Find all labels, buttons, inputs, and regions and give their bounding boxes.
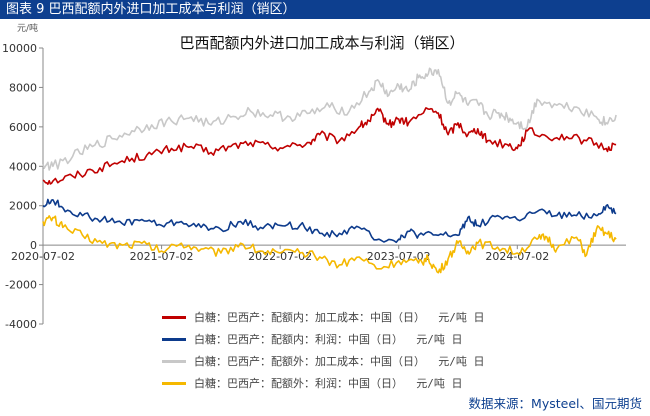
series-line-0 bbox=[42, 107, 617, 185]
y-axis-unit-label: 元/吨 bbox=[17, 22, 38, 34]
legend-item-quota-out-cost: 白糖：巴西产：配额外：加工成本：中国（日） 元/吨 日 bbox=[162, 350, 582, 372]
x-tick-label: 2024-07-02 bbox=[485, 250, 549, 263]
series-line-3 bbox=[42, 215, 617, 274]
figure-caption-bar: 图表 9 巴西配额内外进口加工成本与利润（销区） bbox=[0, 0, 650, 19]
legend-item-quota-in-cost: 白糖：巴西产：配额内：加工成本：中国（日） 元/吨 日 bbox=[162, 306, 582, 328]
chart-title: 巴西配额内外进口加工成本与利润（销区） bbox=[179, 34, 464, 52]
legend-swatch bbox=[162, 337, 186, 341]
series-line-1 bbox=[42, 198, 617, 244]
y-tick-label: 2000 bbox=[9, 200, 37, 213]
y-tick-label: 0 bbox=[30, 239, 37, 252]
legend-swatch bbox=[162, 315, 186, 319]
x-tick-label: 2020-07-02 bbox=[11, 250, 75, 263]
data-source-note: 数据来源：Mysteel、国元期货 bbox=[468, 396, 642, 411]
legend-label: 白糖：巴西产：配额内：利润：中国（日） 元/吨 日 bbox=[194, 333, 463, 346]
legend-item-quota-out-profit: 白糖：巴西产：配额外：利润：中国（日） 元/吨 日 bbox=[162, 372, 582, 394]
y-tick-label: 8000 bbox=[9, 81, 37, 94]
y-tick-label: -2000 bbox=[5, 279, 37, 292]
y-tick-label: 10000 bbox=[2, 42, 37, 55]
series-layer bbox=[42, 67, 617, 274]
figure-label: 图表 9 巴西配额内外进口加工成本与利润（销区） bbox=[6, 2, 296, 17]
y-tick-label: 6000 bbox=[9, 121, 37, 134]
legend-swatch bbox=[162, 359, 186, 363]
legend-item-quota-in-profit: 白糖：巴西产：配额内：利润：中国（日） 元/吨 日 bbox=[162, 328, 582, 350]
legend-label: 白糖：巴西产：配额内：加工成本：中国（日） 元/吨 日 bbox=[194, 311, 485, 324]
series-line-2 bbox=[42, 67, 617, 171]
legend-label: 白糖：巴西产：配额外：加工成本：中国（日） 元/吨 日 bbox=[194, 355, 485, 368]
y-tick-label: 4000 bbox=[9, 160, 37, 173]
axes-layer: -4000 -2000 0 2000 4000 6000 8000 10000 2020-07-… bbox=[2, 42, 626, 331]
legend-swatch bbox=[162, 381, 186, 385]
legend-label: 白糖：巴西产：配额外：利润：中国（日） 元/吨 日 bbox=[194, 377, 463, 390]
x-tick-label: 2021-07-02 bbox=[130, 250, 194, 263]
legend: 白糖：巴西产：配额内：加工成本：中国（日） 元/吨 日 白糖：巴西产：配额内：利… bbox=[162, 306, 582, 394]
y-tick-label: -4000 bbox=[5, 318, 37, 331]
